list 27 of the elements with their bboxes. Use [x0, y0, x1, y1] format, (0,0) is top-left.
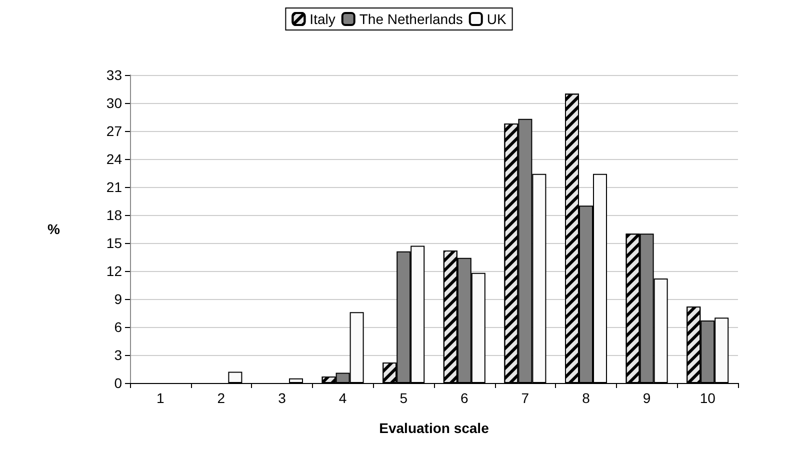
- y-tick-label: 0: [114, 375, 122, 391]
- y-tick-label: 18: [106, 207, 122, 223]
- y-tick-label: 6: [114, 319, 122, 335]
- y-tick-label: 24: [106, 151, 122, 167]
- y-tick-label: 3: [114, 347, 122, 363]
- y-axis-title: %: [48, 221, 61, 237]
- x-tick-label: 6: [460, 390, 468, 406]
- y-tick-label: 21: [106, 179, 122, 195]
- y-tick-label: 15: [106, 235, 122, 251]
- y-tick-label: 30: [106, 95, 122, 111]
- x-tick-label: 5: [400, 390, 408, 406]
- y-tick-label: 12: [106, 263, 122, 279]
- legend-label: The Netherlands: [359, 11, 463, 27]
- x-tick-label: 8: [582, 390, 590, 406]
- x-axis-title: Evaluation scale: [379, 420, 490, 436]
- y-tick-label: 33: [106, 67, 122, 83]
- x-tick-label: 7: [521, 390, 530, 406]
- x-tick-label: 10: [700, 390, 716, 406]
- y-tick-label: 9: [114, 291, 122, 307]
- x-tick-label: 1: [156, 390, 164, 406]
- x-tick-label: 9: [642, 390, 651, 406]
- x-tick-label: 3: [278, 390, 286, 406]
- x-tick-label: 2: [217, 390, 226, 406]
- legend-label: Italy: [310, 11, 336, 27]
- y-tick-label: 27: [106, 123, 122, 139]
- x-tick-label: 4: [338, 390, 347, 406]
- legend-label: UK: [486, 11, 507, 27]
